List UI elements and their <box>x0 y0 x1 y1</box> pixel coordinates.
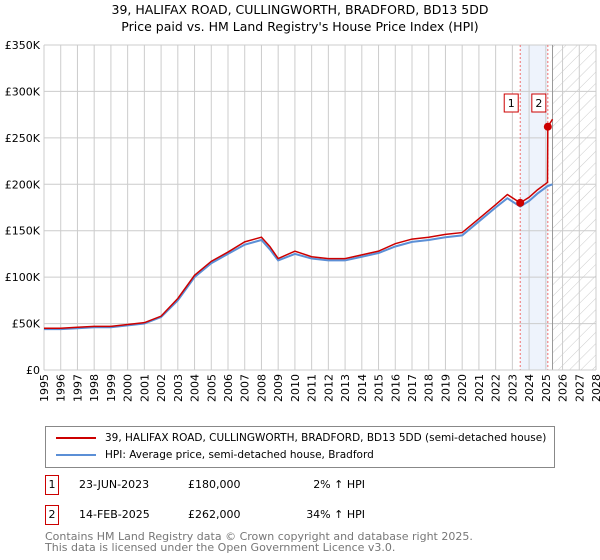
x-tick-label: 1998 <box>88 374 101 402</box>
legend-label: 39, HALIFAX ROAD, CULLINGWORTH, BRADFORD… <box>105 432 547 444</box>
property-price-line <box>44 118 554 329</box>
y-tick-label: £350K <box>5 39 41 52</box>
sale-badge <box>503 93 519 113</box>
x-tick-label: 2023 <box>506 374 519 402</box>
x-tick-label: 2010 <box>289 374 302 402</box>
x-tick-label: 2018 <box>423 374 436 402</box>
sale-point <box>516 198 525 207</box>
y-tick-label: £150K <box>5 225 41 238</box>
x-tick-label: 2011 <box>306 374 319 402</box>
x-tick-label: 2016 <box>389 374 402 402</box>
transaction-row: 1 23-JUN-2023 £180,000 2% ↑ HPI <box>45 475 600 495</box>
x-tick-label: 1999 <box>105 374 118 402</box>
x-tick-label: 2009 <box>272 374 285 402</box>
footer-line: Contains HM Land Registry data © Crown c… <box>45 530 473 543</box>
x-tick-label: 1995 <box>38 374 51 402</box>
price-chart: £0 £50K £100K £150K £200K £250K £300K £350K 1995… <box>5 39 600 402</box>
x-tick-label: 1996 <box>55 374 68 402</box>
transaction-date: 23-JUN-2023 <box>79 478 150 491</box>
transaction-row: 2 14-FEB-2025 £262,000 34% ↑ HPI <box>45 505 600 525</box>
x-tick-label: 2020 <box>456 374 469 402</box>
x-tick-label: 2000 <box>122 374 135 402</box>
hpi-line <box>44 183 553 331</box>
sale-point <box>543 122 552 131</box>
x-tick-label: 2006 <box>222 374 235 402</box>
transaction-date: 14-FEB-2025 <box>79 508 150 521</box>
x-tick-label: 2014 <box>356 374 369 402</box>
legend-swatch <box>56 437 96 439</box>
x-tick-label: 1997 <box>71 374 84 402</box>
transaction-hpi: 34% ↑ HPI <box>306 508 365 521</box>
footer: Contains HM Land Registry data © Crown c… <box>45 531 473 553</box>
x-tick-label: 2007 <box>239 374 252 402</box>
legend: 39, HALIFAX ROAD, CULLINGWORTH, BRADFORD… <box>45 426 555 468</box>
legend-swatch <box>56 454 96 456</box>
x-tick-label: 2027 <box>573 374 586 402</box>
x-tick-label: 2019 <box>439 374 452 402</box>
x-tick-label: 2012 <box>322 374 335 402</box>
y-tick-label: £100K <box>5 271 41 284</box>
x-tick-label: 2028 <box>590 374 600 402</box>
marker-badge: 2 <box>45 505 59 525</box>
chart-title: 39, HALIFAX ROAD, CULLINGWORTH, BRADFORD… <box>111 2 489 17</box>
x-tick-label: 2022 <box>490 374 503 402</box>
x-tick-label: 2015 <box>373 374 386 402</box>
transaction-hpi: 2% ↑ HPI <box>313 478 365 491</box>
y-tick-label: £50K <box>12 318 41 331</box>
x-tick-label: 2002 <box>155 374 168 402</box>
legend-item-hpi: HPI: Average price, semi-detached house,… <box>56 447 374 463</box>
sale-badge-label: 1 <box>508 97 515 110</box>
x-tick-label: 2008 <box>255 374 268 402</box>
footer-line: This data is licensed under the Open Gov… <box>45 541 396 554</box>
forecast-hatch <box>552 45 596 370</box>
x-tick-label: 2001 <box>138 374 151 402</box>
legend-label: HPI: Average price, semi-detached house,… <box>105 449 374 461</box>
transaction-price: £180,000 <box>188 478 241 491</box>
x-tick-label: 2005 <box>205 374 218 402</box>
x-tick-label: 2021 <box>473 374 486 402</box>
x-tick-label: 2013 <box>339 374 352 402</box>
x-tick-label: 2003 <box>172 374 185 402</box>
x-tick-label: 2025 <box>540 374 553 402</box>
x-tick-label: 2004 <box>189 374 202 402</box>
x-tick-label: 2024 <box>523 374 536 402</box>
marker-badge: 1 <box>45 475 59 495</box>
transaction-price: £262,000 <box>188 508 241 521</box>
legend-item-property: 39, HALIFAX ROAD, CULLINGWORTH, BRADFORD… <box>56 430 546 446</box>
chart-subtitle: Price paid vs. HM Land Registry's House … <box>121 19 479 34</box>
sale-badge <box>531 93 547 113</box>
y-tick-label: £250K <box>5 132 41 145</box>
y-tick-label: £200K <box>5 178 41 191</box>
y-tick-label: £0 <box>26 364 40 377</box>
y-tick-label: £300K <box>5 85 41 98</box>
sale-badge-label: 2 <box>535 97 542 110</box>
x-tick-label: 2017 <box>406 374 419 402</box>
x-tick-label: 2026 <box>557 374 570 402</box>
